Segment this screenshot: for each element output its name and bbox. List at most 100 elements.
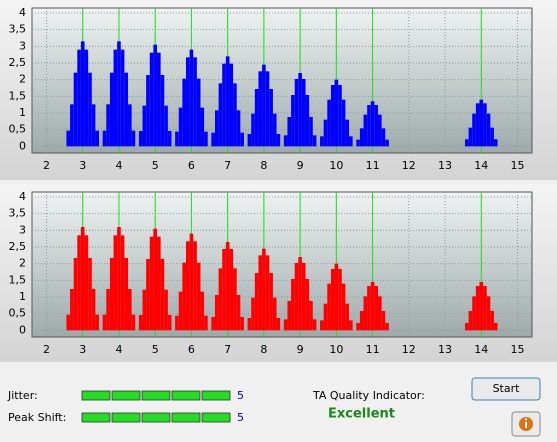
bar (167, 131, 172, 147)
bar (385, 323, 389, 331)
bar (345, 303, 350, 331)
bar (341, 283, 346, 331)
start-button[interactable]: Start (471, 377, 541, 401)
bar (157, 236, 161, 331)
bar (84, 235, 89, 331)
x-tick-label: 6 (188, 159, 195, 172)
bar (240, 132, 244, 147)
bar (338, 269, 342, 331)
x-tick-label: 11 (366, 343, 380, 356)
x-tick-label: 9 (297, 343, 304, 356)
bar (262, 64, 266, 147)
level-segment (201, 412, 231, 423)
bar (298, 257, 302, 331)
bar (301, 79, 306, 147)
bar (283, 135, 288, 147)
bar (312, 135, 317, 147)
bar (312, 319, 317, 331)
bar (149, 236, 154, 331)
bar (138, 131, 143, 147)
bar (479, 99, 484, 147)
bar (222, 249, 226, 331)
bar (102, 314, 107, 331)
y-tick-label: 2,5 (9, 240, 27, 253)
x-tick-label: 6 (188, 343, 195, 356)
y-tick-label: 0,5 (9, 123, 27, 136)
bar (128, 289, 132, 331)
bar (88, 72, 92, 147)
bar (128, 104, 132, 147)
y-tick-label: 3 (19, 223, 26, 236)
bar (77, 49, 81, 147)
x-tick-label: 4 (115, 343, 122, 356)
bar (269, 273, 273, 331)
bar (146, 75, 150, 147)
bar (117, 41, 121, 147)
bar (287, 117, 292, 147)
bar (153, 44, 157, 147)
bar (349, 136, 353, 147)
info-icon-stem[interactable] (525, 422, 527, 428)
bar (490, 311, 494, 331)
bar (378, 114, 382, 147)
bar (291, 279, 295, 331)
ta-quality-value: Excellent (328, 407, 395, 422)
bar (483, 103, 487, 147)
bar (109, 72, 114, 147)
x-tick-label: 8 (260, 159, 267, 172)
x-tick-label: 13 (438, 343, 452, 356)
level-segment (111, 390, 141, 401)
bar (479, 282, 484, 331)
bar (84, 49, 89, 147)
bar (374, 286, 379, 331)
x-tick-label: 2 (43, 343, 50, 356)
x-tick-label: 5 (152, 343, 159, 356)
level-segment (81, 412, 111, 423)
y-tick-label: 1,5 (9, 89, 27, 102)
bar (70, 289, 74, 331)
level-segment (111, 412, 141, 423)
bar (167, 315, 172, 331)
y-tick-label: 1,5 (9, 273, 27, 286)
y-tick-label: 3 (19, 39, 26, 52)
bar (218, 83, 223, 147)
bar (200, 107, 205, 147)
bar (95, 314, 100, 331)
bar (120, 235, 125, 331)
bar (363, 114, 368, 147)
info-icon-dot[interactable] (525, 418, 527, 421)
bar (468, 127, 473, 147)
bar (254, 89, 259, 147)
bar (359, 311, 364, 331)
bar (178, 107, 183, 147)
bar (254, 273, 259, 331)
level-segment (171, 390, 201, 401)
bar (142, 105, 147, 147)
bar (106, 104, 110, 147)
info-button[interactable] (511, 411, 541, 437)
bar (272, 113, 277, 147)
button-label[interactable]: Start (493, 382, 521, 395)
bar (309, 117, 313, 147)
bar (374, 105, 379, 147)
button-frame[interactable] (471, 377, 541, 401)
y-tick-label: 1 (19, 106, 26, 119)
bar (330, 85, 335, 147)
bar (327, 283, 331, 331)
bar (472, 113, 476, 147)
x-tick-label: 12 (402, 159, 416, 172)
level-segment (201, 390, 231, 401)
bar (113, 49, 118, 147)
bar (258, 255, 263, 331)
bar (182, 262, 186, 331)
bar (160, 75, 165, 147)
x-tick-label: 10 (329, 159, 343, 172)
bar (269, 89, 273, 147)
bar (385, 139, 389, 147)
bar (157, 52, 161, 147)
bar (464, 323, 469, 331)
bar (77, 235, 81, 331)
bar (131, 314, 136, 331)
